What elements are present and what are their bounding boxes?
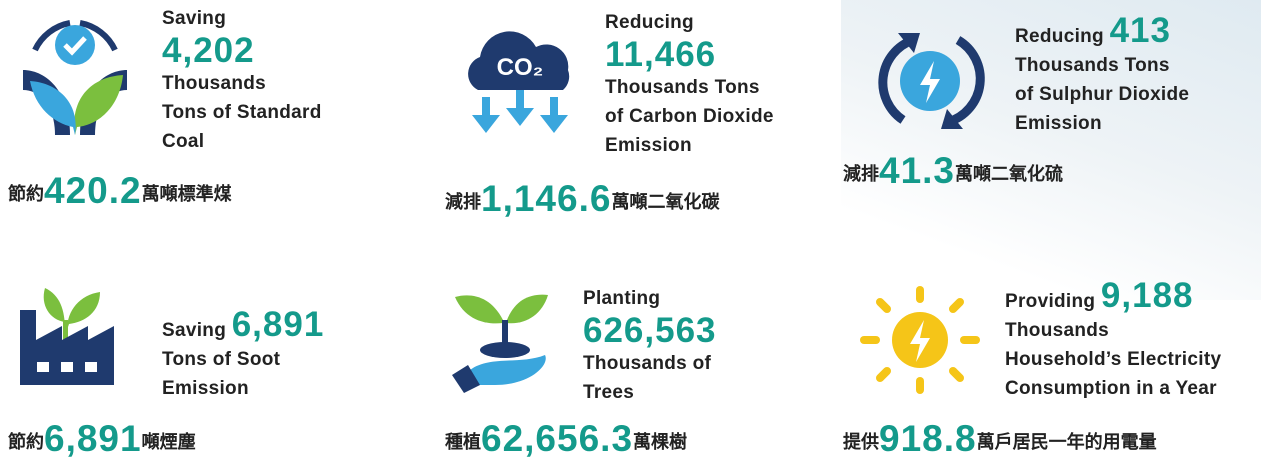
suffix: 萬棵樹 xyxy=(633,432,687,452)
prefix: Planting xyxy=(583,284,717,313)
line: Consumption in a Year xyxy=(1005,374,1221,403)
zh-text: 種植62,656.3萬棵樹 xyxy=(445,418,687,460)
prefix: 減排 xyxy=(445,192,481,212)
page: Saving 4,202 Thousands Tons of Standard … xyxy=(0,0,1261,456)
prefix: Reducing xyxy=(1015,26,1104,47)
line: Thousands of xyxy=(583,349,717,378)
value: 1,146.6 xyxy=(481,178,611,219)
prefix: Saving xyxy=(162,320,226,341)
en-text: Saving 4,202 Thousands Tons of Standard … xyxy=(162,4,322,156)
value: 413 xyxy=(1110,11,1171,50)
line: Emission xyxy=(605,131,774,160)
suffix: 萬戶居民一年的用電量 xyxy=(977,432,1157,452)
prefix: Providing xyxy=(1005,291,1095,312)
line: Trees xyxy=(583,378,717,407)
icon-text: CO₂ xyxy=(497,54,544,81)
value: 6,891 xyxy=(44,418,142,459)
suffix: 萬噸二氧化硫 xyxy=(955,164,1063,184)
line: Emission xyxy=(1015,109,1189,138)
co2-icon: CO₂ xyxy=(458,25,583,140)
factory-icon xyxy=(15,280,135,390)
line: of Sulphur Dioxide xyxy=(1015,80,1189,109)
en-text: Reducing 11,466 Thousands Tons of Carbon… xyxy=(605,8,774,160)
value: 41.3 xyxy=(879,150,955,191)
line: Household’s Electricity xyxy=(1005,345,1221,374)
value: 420.2 xyxy=(44,170,142,211)
line: Thousands xyxy=(162,69,322,98)
en-text: Planting 626,563 Thousands of Trees xyxy=(583,284,717,407)
zh-text: 減排41.3萬噸二氧化硫 xyxy=(843,150,1063,192)
zh-text: 提供918.8萬戶居民一年的用電量 xyxy=(843,418,1157,460)
prefix: 種植 xyxy=(445,432,481,452)
prefix: Reducing xyxy=(605,8,774,37)
value: 626,563 xyxy=(583,313,717,349)
value: 918.8 xyxy=(879,418,977,459)
plant-icon xyxy=(15,15,135,140)
en-text: Reducing 413 Thousands Tons of Sulphur D… xyxy=(1015,16,1189,138)
value: 4,202 xyxy=(162,33,322,69)
value: 9,188 xyxy=(1101,276,1194,315)
line: Tons of Soot xyxy=(162,345,324,374)
recycle-energy-icon xyxy=(868,25,993,140)
prefix: Saving xyxy=(162,4,322,33)
zh-text: 減排1,146.6萬噸二氧化碳 xyxy=(445,178,719,220)
seedling-hand-icon xyxy=(450,285,560,395)
prefix: 節約 xyxy=(8,184,44,204)
line: Tons of Standard xyxy=(162,98,322,127)
prefix: 提供 xyxy=(843,432,879,452)
zh-text: 節約6,891噸煙塵 xyxy=(8,418,196,460)
line: Thousands Tons xyxy=(1015,51,1189,80)
prefix: 節約 xyxy=(8,432,44,452)
line: Thousands xyxy=(1005,316,1221,345)
suffix: 萬噸二氧化碳 xyxy=(611,192,719,212)
line: Coal xyxy=(162,127,322,156)
suffix: 噸煙塵 xyxy=(142,432,196,452)
en-text: Providing 9,188 Thousands Household’s El… xyxy=(1005,281,1221,403)
sun-icon xyxy=(858,285,983,395)
value: 62,656.3 xyxy=(481,418,633,459)
line: Emission xyxy=(162,374,324,403)
value: 11,466 xyxy=(605,37,774,73)
line: Thousands Tons xyxy=(605,73,774,102)
zh-text: 節約420.2萬噸標準煤 xyxy=(8,170,232,212)
suffix: 萬噸標準煤 xyxy=(142,184,232,204)
line: of Carbon Dioxide xyxy=(605,102,774,131)
prefix: 減排 xyxy=(843,164,879,184)
value: 6,891 xyxy=(232,305,325,344)
en-text: Saving 6,891 Tons of Soot Emission xyxy=(162,310,324,403)
